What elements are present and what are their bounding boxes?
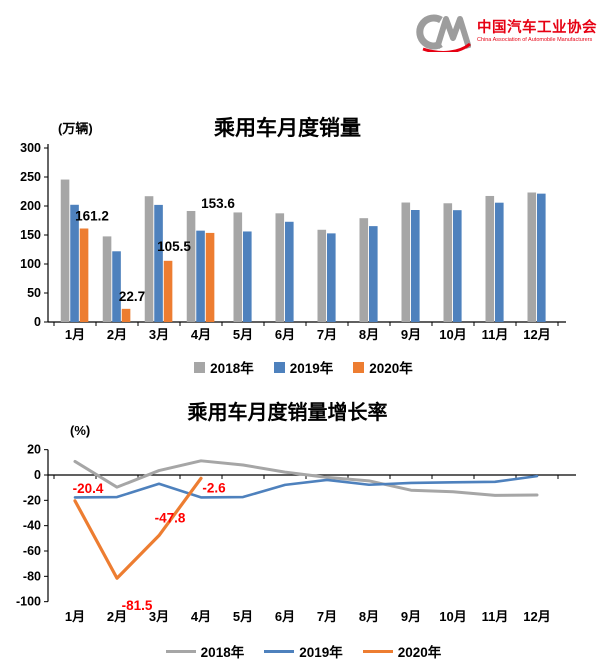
svg-text:20: 20 [27, 443, 41, 457]
svg-text:9月: 9月 [401, 609, 421, 624]
svg-text:0: 0 [34, 468, 41, 482]
svg-text:11月: 11月 [482, 609, 509, 624]
legend-line-swatch-2018 [165, 649, 196, 653]
svg-text:-20.4: -20.4 [73, 481, 104, 496]
legend-item-2019-line: 2019年 [264, 641, 343, 661]
svg-text:-40: -40 [23, 519, 41, 533]
svg-text:7月: 7月 [317, 327, 337, 342]
svg-text:200: 200 [20, 199, 41, 213]
svg-text:-2.6: -2.6 [202, 480, 226, 495]
svg-text:-100: -100 [16, 595, 41, 609]
legend-item-2018-line: 2018年 [165, 641, 245, 661]
legend-label-2020-line: 2020年 [397, 645, 442, 660]
svg-text:12月: 12月 [523, 609, 550, 624]
svg-text:-80: -80 [23, 569, 41, 583]
bar-chart-legend: 2018年 2019年 2020年 [0, 357, 607, 377]
legend-swatch-2019 [273, 361, 285, 373]
svg-text:150: 150 [20, 228, 41, 242]
svg-text:-60: -60 [23, 544, 41, 558]
line-chart-legend: 2018年 2019年 2020年 [0, 641, 607, 661]
svg-text:6月: 6月 [275, 609, 295, 624]
caam-logo-icon [416, 14, 471, 52]
svg-text:11月: 11月 [482, 327, 509, 342]
svg-text:8月: 8月 [359, 327, 379, 342]
caam-logo: 中国汽车工业协会 China Association of Automobile… [407, 12, 597, 52]
legend-line-swatch-2019 [264, 649, 295, 653]
svg-text:300: 300 [20, 141, 41, 155]
line-chart-title: 乘用车月度销量增长率 [187, 402, 388, 424]
line-chart-canvas: -100 -80 -60 -40 -20 0 20 1月 2月 3月 4月 5月 6月 7月 8月 9月 10月… [16, 443, 576, 624]
svg-text:0: 0 [34, 315, 41, 329]
svg-text:9月: 9月 [401, 327, 421, 342]
legend-label-2018-line: 2018年 [200, 645, 245, 660]
logo-org-name-en: China Association of Automobile Manufact… [477, 37, 593, 44]
svg-text:153.6: 153.6 [201, 196, 235, 211]
svg-text:8月: 8月 [359, 609, 379, 624]
svg-text:-81.5: -81.5 [122, 598, 153, 613]
legend-label-2018: 2018年 [210, 361, 254, 376]
svg-text:10月: 10月 [439, 327, 466, 342]
legend-line-swatch-2020 [362, 649, 393, 653]
svg-text:2月: 2月 [107, 609, 127, 624]
svg-text:-20: -20 [23, 493, 41, 507]
caam-logo-text: 中国汽车工业协会 China Association of Automobile… [477, 19, 597, 44]
legend-item-2020-line: 2020年 [362, 641, 442, 661]
svg-text:5月: 5月 [233, 327, 253, 342]
svg-text:6月: 6月 [275, 327, 295, 342]
svg-text:-47.8: -47.8 [155, 511, 186, 526]
svg-text:1月: 1月 [65, 609, 85, 624]
svg-text:4月: 4月 [191, 327, 211, 342]
svg-text:5月: 5月 [233, 609, 253, 624]
svg-text:250: 250 [20, 170, 41, 184]
svg-text:3月: 3月 [149, 327, 169, 342]
svg-text:22.7: 22.7 [119, 289, 145, 304]
svg-text:50: 50 [27, 286, 41, 300]
bar-chart-title: 乘用车月度销量 [214, 117, 361, 140]
bar-chart-canvas: 0 50 100 150 200 250 300 1月 2月 3月 4月 5月 6月 7月 8月 9月 10月 1… [20, 141, 566, 342]
legend-swatch-2020 [353, 361, 365, 373]
legend-label-2019: 2019年 [289, 361, 334, 376]
legend-label-2019-line: 2019年 [299, 645, 343, 660]
svg-text:161.2: 161.2 [75, 209, 109, 224]
svg-text:100: 100 [20, 257, 41, 271]
legend-swatch-2018 [194, 361, 206, 373]
legend-item-2019: 2019年 [273, 357, 334, 377]
line-chart-unit-label: (%) [70, 423, 91, 438]
svg-text:105.5: 105.5 [157, 239, 191, 254]
logo-org-name-cn: 中国汽车工业协会 [477, 19, 597, 36]
svg-text:2月: 2月 [107, 327, 127, 342]
svg-text:7月: 7月 [317, 609, 337, 624]
legend-item-2018: 2018年 [194, 357, 254, 377]
svg-text:10月: 10月 [439, 609, 466, 624]
svg-text:12月: 12月 [523, 327, 550, 342]
legend-item-2020: 2020年 [353, 357, 413, 377]
legend-label-2020: 2020年 [369, 361, 413, 376]
svg-text:3月: 3月 [149, 609, 169, 624]
svg-text:1月: 1月 [65, 327, 85, 342]
bar-chart-unit-label: (万辆) [58, 121, 93, 136]
svg-text:4月: 4月 [191, 609, 211, 624]
